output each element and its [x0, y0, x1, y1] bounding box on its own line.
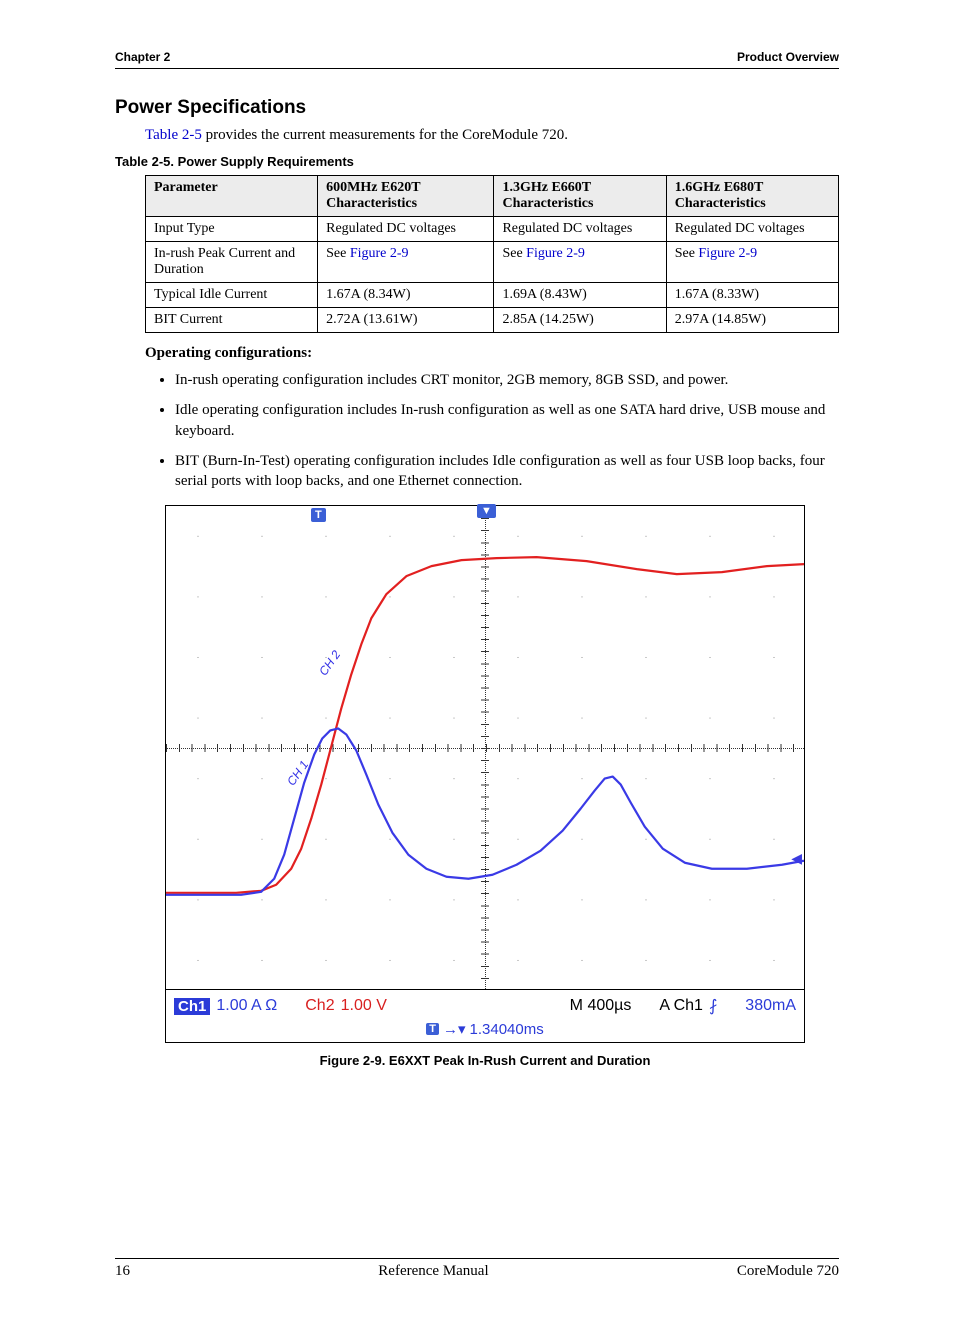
footer-right: CoreModule 720	[737, 1263, 839, 1280]
delay-marker-icon: T	[426, 1023, 439, 1035]
list-item: In-rush operating configuration includes…	[175, 370, 839, 390]
table-header: 1.6GHz E680T Characteristics	[666, 176, 838, 217]
table-cell: Regulated DC voltages	[318, 217, 494, 242]
oscilloscope-screenshot: T ▼ CH 1 CH 2 ◀ Ch1 1.00 A Ω Ch2 1.00 V	[165, 505, 805, 1043]
ch2-label: Ch2	[305, 997, 334, 1015]
table-row: Input Type Regulated DC voltages Regulat…	[146, 217, 839, 242]
timebase: M 400µs	[570, 997, 632, 1015]
figure-2-9: T ▼ CH 1 CH 2 ◀ Ch1 1.00 A Ω Ch2 1.00 V	[165, 505, 839, 1068]
readout-row-1: Ch1 1.00 A Ω Ch2 1.00 V M 400µs A Ch1 ⨏ …	[174, 996, 796, 1016]
table-header-row: Parameter 600MHz E620T Characteristics 1…	[146, 176, 839, 217]
list-item: Idle operating configuration includes In…	[175, 400, 839, 441]
scope-traces-svg	[166, 506, 804, 989]
table-cell: Typical Idle Current	[146, 283, 318, 308]
readout-row-2: T →▾ 1.34040ms	[174, 1020, 796, 1038]
table-cell: 1.69A (8.43W)	[494, 283, 666, 308]
footer-page-number: 16	[115, 1263, 130, 1280]
ch1-trace	[166, 729, 804, 895]
op-config-list: In-rush operating configuration includes…	[155, 370, 839, 491]
table-cell: See Figure 2-9	[666, 242, 838, 283]
table-row: In-rush Peak Current and Duration See Fi…	[146, 242, 839, 283]
table-cell: 2.85A (14.25W)	[494, 308, 666, 333]
op-config-title: Operating configurations:	[145, 345, 839, 362]
section-title: Power Specifications	[115, 97, 839, 119]
figure-caption: Figure 2-9. E6XXT Peak In-Rush Current a…	[165, 1053, 805, 1068]
table-cell: BIT Current	[146, 308, 318, 333]
footer-center: Reference Manual	[378, 1263, 488, 1280]
figure-link[interactable]: Figure 2-9	[698, 246, 757, 261]
table-cell: 1.67A (8.34W)	[318, 283, 494, 308]
delay-value: 1.34040ms	[470, 1021, 544, 1038]
table-row: BIT Current 2.72A (13.61W) 2.85A (14.25W…	[146, 308, 839, 333]
ch2-scale: 1.00 V	[341, 997, 387, 1015]
table-row: Typical Idle Current 1.67A (8.34W) 1.69A…	[146, 283, 839, 308]
ch2-trace	[166, 557, 804, 893]
page-footer: 16 Reference Manual CoreModule 720	[115, 1258, 839, 1280]
intro-text: provides the current measurements for th…	[202, 127, 568, 143]
table-header: 1.3GHz E660T Characteristics	[494, 176, 666, 217]
delay-arrow-icon: →▾	[443, 1020, 466, 1038]
scope-readout: Ch1 1.00 A Ω Ch2 1.00 V M 400µs A Ch1 ⨏ …	[165, 990, 805, 1043]
trigger-level: 380mA	[745, 997, 796, 1015]
table-caption: Table 2-5. Power Supply Requirements	[115, 154, 839, 169]
ch1-scale: 1.00 A Ω	[216, 997, 277, 1015]
intro-table-link[interactable]: Table 2-5	[145, 127, 202, 143]
table-cell: Input Type	[146, 217, 318, 242]
table-cell: In-rush Peak Current and Duration	[146, 242, 318, 283]
power-table: Parameter 600MHz E620T Characteristics 1…	[145, 175, 839, 333]
table-cell: 2.72A (13.61W)	[318, 308, 494, 333]
trigger-source: A Ch1	[659, 997, 703, 1015]
table-cell: 1.67A (8.33W)	[666, 283, 838, 308]
figure-link[interactable]: Figure 2-9	[526, 246, 585, 261]
figure-link[interactable]: Figure 2-9	[350, 246, 409, 261]
page-header: Chapter 2 Product Overview	[115, 50, 839, 69]
ch1-badge: Ch1	[174, 998, 210, 1015]
table-cell: See Figure 2-9	[494, 242, 666, 283]
table-cell: Regulated DC voltages	[494, 217, 666, 242]
table-cell: Regulated DC voltages	[666, 217, 838, 242]
table-header: Parameter	[146, 176, 318, 217]
header-chapter: Chapter 2	[115, 50, 170, 64]
edge-icon: ⨏	[709, 996, 717, 1016]
scope-grid: T ▼ CH 1 CH 2 ◀	[165, 505, 805, 990]
table-cell: 2.97A (14.85W)	[666, 308, 838, 333]
table-header: 600MHz E620T Characteristics	[318, 176, 494, 217]
list-item: BIT (Burn-In-Test) operating configurati…	[175, 451, 839, 492]
intro-paragraph: Table 2-5 provides the current measureme…	[145, 127, 839, 144]
header-section: Product Overview	[737, 50, 839, 64]
table-cell: See Figure 2-9	[318, 242, 494, 283]
